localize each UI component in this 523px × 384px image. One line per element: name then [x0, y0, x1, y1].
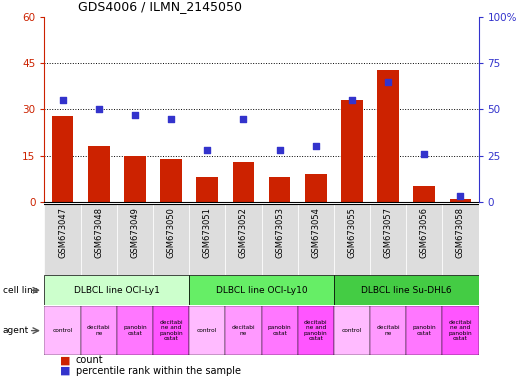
Text: GSM673053: GSM673053	[275, 207, 284, 258]
Bar	[406, 204, 442, 275]
Bar	[334, 275, 479, 305]
Text: GSM673049: GSM673049	[130, 207, 140, 258]
Text: GDS4006 / ILMN_2145050: GDS4006 / ILMN_2145050	[78, 0, 243, 13]
Bar	[406, 306, 442, 355]
Bar	[117, 204, 153, 275]
Point	[59, 97, 67, 103]
Bar	[377, 70, 399, 202]
Bar	[334, 306, 370, 355]
Text: decitabi
ne and
panobin
ostat: decitabi ne and panobin ostat	[304, 320, 327, 341]
Bar	[153, 306, 189, 355]
Bar	[52, 116, 73, 202]
Text: GSM673055: GSM673055	[347, 207, 357, 258]
Bar	[124, 156, 146, 202]
Point	[203, 147, 211, 153]
Bar	[117, 306, 153, 355]
Point	[239, 116, 247, 122]
Bar	[262, 306, 298, 355]
Point	[312, 143, 320, 149]
Bar	[44, 275, 189, 305]
Text: GSM673048: GSM673048	[94, 207, 103, 258]
Text: panobin
ostat: panobin ostat	[413, 325, 436, 336]
Text: GSM673056: GSM673056	[420, 207, 429, 258]
Text: agent: agent	[3, 326, 29, 335]
Point	[348, 97, 356, 103]
Text: GSM673051: GSM673051	[203, 207, 212, 258]
Bar	[442, 306, 479, 355]
Bar	[189, 275, 334, 305]
Bar	[44, 204, 81, 275]
Bar	[298, 204, 334, 275]
Bar	[370, 306, 406, 355]
Point	[131, 112, 139, 118]
Point	[276, 147, 284, 153]
Text: percentile rank within the sample: percentile rank within the sample	[76, 366, 241, 376]
Bar	[370, 204, 406, 275]
Bar	[197, 177, 218, 202]
Text: ■: ■	[60, 355, 71, 365]
Bar	[305, 174, 326, 202]
Text: GSM673047: GSM673047	[58, 207, 67, 258]
Bar	[225, 306, 262, 355]
Bar	[442, 204, 479, 275]
Text: GSM673058: GSM673058	[456, 207, 465, 258]
Text: decitabi
ne and
panobin
ostat: decitabi ne and panobin ostat	[449, 320, 472, 341]
Text: DLBCL line OCI-Ly1: DLBCL line OCI-Ly1	[74, 286, 160, 295]
Text: control: control	[342, 328, 362, 333]
Point	[95, 106, 103, 113]
Text: GSM673057: GSM673057	[383, 207, 393, 258]
Bar	[334, 204, 370, 275]
Text: control: control	[52, 328, 73, 333]
Bar	[262, 204, 298, 275]
Bar	[269, 177, 290, 202]
Bar	[225, 204, 262, 275]
Text: cell line: cell line	[3, 286, 38, 295]
Bar	[81, 306, 117, 355]
Text: DLBCL line OCI-Ly10: DLBCL line OCI-Ly10	[215, 286, 308, 295]
Text: control: control	[197, 328, 218, 333]
Bar	[298, 306, 334, 355]
Point	[456, 193, 464, 199]
Point	[420, 151, 428, 157]
Bar	[233, 162, 254, 202]
Text: decitabi
ne: decitabi ne	[232, 325, 255, 336]
Bar	[153, 204, 189, 275]
Text: count: count	[76, 355, 104, 365]
Text: decitabi
ne: decitabi ne	[87, 325, 110, 336]
Bar	[81, 204, 117, 275]
Bar	[341, 100, 363, 202]
Text: panobin
ostat: panobin ostat	[123, 325, 147, 336]
Text: GSM673052: GSM673052	[239, 207, 248, 258]
Text: decitabi
ne: decitabi ne	[376, 325, 400, 336]
Text: DLBCL line Su-DHL6: DLBCL line Su-DHL6	[361, 286, 451, 295]
Bar	[189, 204, 225, 275]
Text: decitabi
ne and
panobin
ostat: decitabi ne and panobin ostat	[159, 320, 183, 341]
Bar	[160, 159, 182, 202]
Bar	[88, 146, 110, 202]
Text: GSM673050: GSM673050	[166, 207, 176, 258]
Point	[167, 116, 175, 122]
Text: GSM673054: GSM673054	[311, 207, 320, 258]
Bar	[189, 306, 225, 355]
Bar	[413, 186, 435, 202]
Text: ■: ■	[60, 366, 71, 376]
Bar	[44, 306, 81, 355]
Text: panobin
ostat: panobin ostat	[268, 325, 291, 336]
Bar	[450, 199, 471, 202]
Point	[384, 79, 392, 85]
